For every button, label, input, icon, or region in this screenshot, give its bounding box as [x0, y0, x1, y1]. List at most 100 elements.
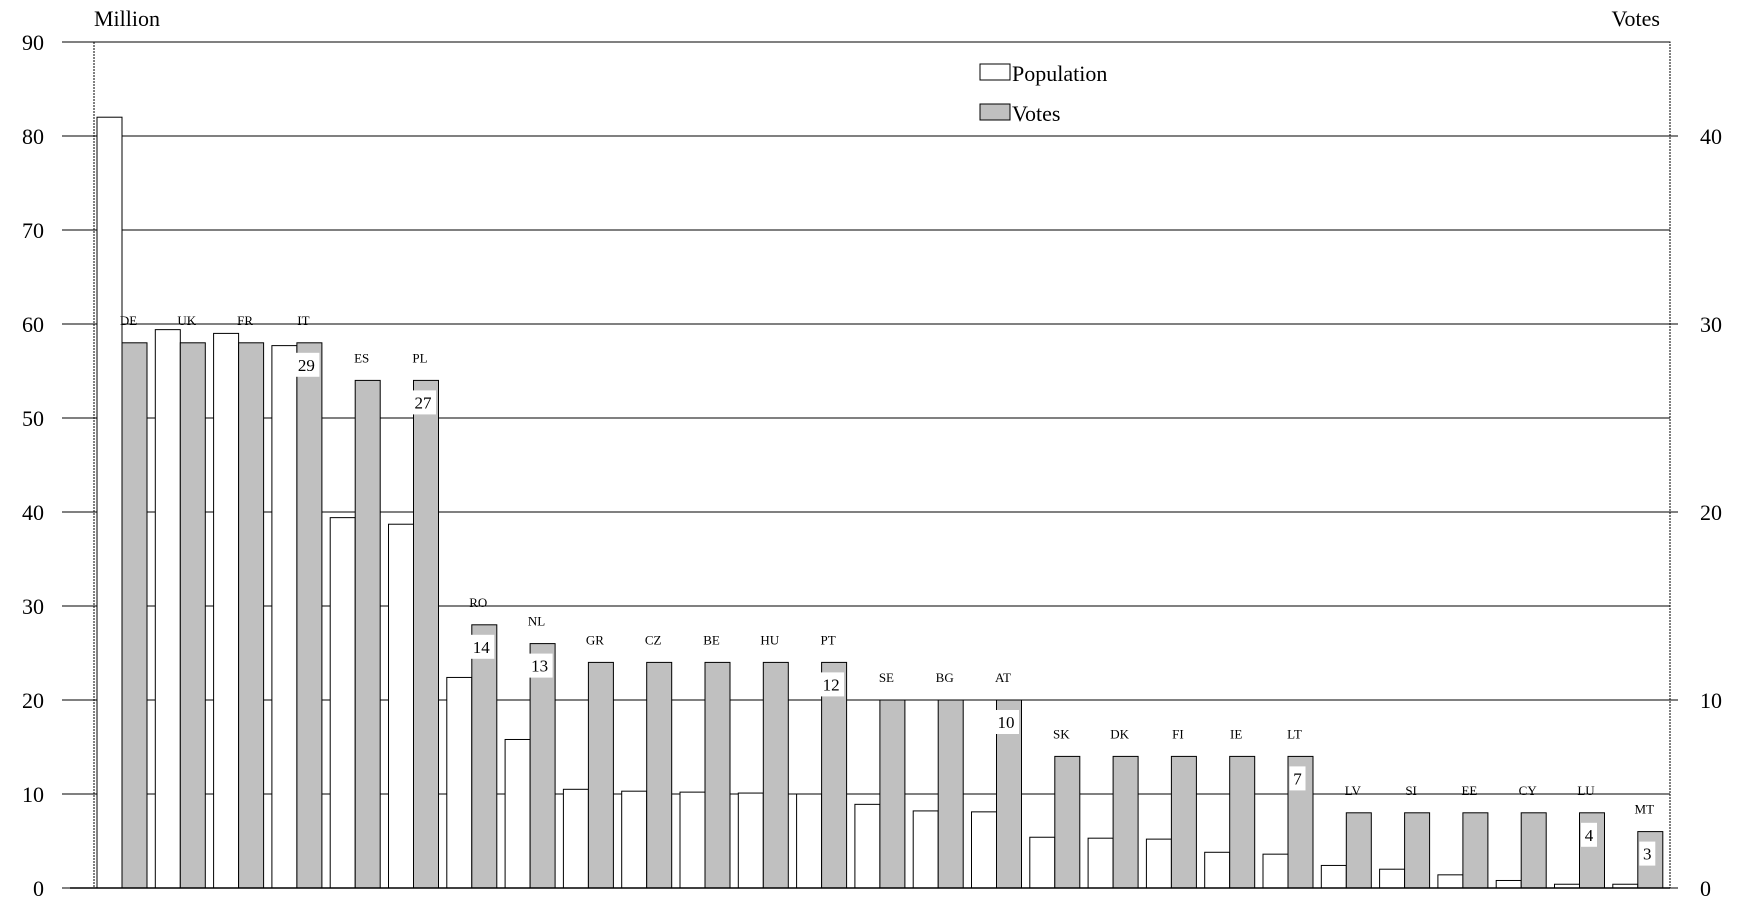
category-label-be: BE: [703, 632, 720, 647]
category-label-cy: CY: [1519, 783, 1538, 798]
left-tick-label: 60: [22, 312, 44, 337]
category-label-nl: NL: [528, 614, 545, 629]
left-axis-title: Million: [94, 6, 160, 31]
category-label-ee: EE: [1461, 783, 1477, 798]
population-bar-si: [1379, 868, 1406, 889]
population-bar-hu: [737, 792, 764, 889]
population-bar-lv: [1320, 864, 1347, 889]
value-label-bg-it: [293, 352, 320, 377]
category-label-lt: LT: [1287, 726, 1302, 741]
value-label-ro: 14: [473, 638, 491, 657]
category-label-hu: HU: [760, 632, 779, 647]
plot-frame: [70, 41, 1671, 889]
population-bar-bg: [912, 810, 939, 889]
legend-label-votes: Votes: [1012, 101, 1061, 126]
left-tick-label: 10: [22, 782, 44, 807]
category-label-pt: PT: [821, 632, 836, 647]
population-bar-cy: [1495, 879, 1522, 889]
category-label-cz: CZ: [645, 632, 662, 647]
value-label-bg-mt: [1639, 841, 1656, 866]
category-label-se: SE: [879, 670, 894, 685]
votes-bar-se: [879, 699, 906, 889]
value-label-mt: 3: [1643, 845, 1652, 864]
votes-bar-bg: [937, 699, 964, 889]
population-bar-ee: [1437, 874, 1464, 889]
votes-bar-hu: [762, 661, 789, 889]
value-label-bg-lt: [1289, 766, 1306, 791]
right-tick-label: 30: [1700, 312, 1722, 337]
left-tick-label: 70: [22, 218, 44, 243]
votes-bar-fr: [238, 342, 265, 889]
right-tick-label: 0: [1700, 876, 1711, 901]
value-label-at: 10: [998, 713, 1015, 732]
legend-swatch-votes: [979, 103, 1011, 121]
category-label-fi: FI: [1172, 726, 1184, 741]
category-label-at: AT: [995, 670, 1011, 685]
category-label-dk: DK: [1110, 726, 1129, 741]
votes-bar-pl: [413, 379, 439, 889]
population-bar-uk: [154, 329, 181, 889]
legend-label-population: Population: [1012, 61, 1107, 86]
left-tick-label: 20: [22, 688, 44, 713]
value-label-bg-pt: [818, 672, 845, 697]
votes-bar-be: [704, 661, 731, 889]
category-label-de: DE: [120, 313, 137, 328]
value-labels: 29 27 14 13 12 10 7 4 3: [293, 352, 1656, 866]
right-tick-label: 20: [1700, 500, 1722, 525]
category-label-uk: UK: [177, 313, 196, 328]
population-bar-ro: [446, 676, 473, 889]
population-bar-cz: [621, 790, 648, 889]
category-label-mt: MT: [1635, 802, 1655, 817]
votes-bar-cy: [1520, 812, 1547, 889]
votes-bar-dk: [1112, 755, 1139, 889]
population-bar-nl: [504, 738, 531, 889]
value-label-bg-nl: [526, 653, 553, 678]
left-tick-label: 90: [22, 30, 44, 55]
value-label-pt: 12: [823, 675, 840, 694]
category-label-ro: RO: [469, 595, 487, 610]
population-bar-pt: [796, 793, 823, 889]
votes-bar-de: [121, 342, 148, 889]
population-bar-fi: [1145, 838, 1172, 889]
value-label-bg-ro: [468, 634, 495, 659]
votes-bar-gr: [587, 661, 614, 889]
population-bar-it: [271, 345, 298, 889]
population-bar-se: [854, 803, 881, 889]
votes-bar-lv: [1345, 812, 1372, 889]
left-tick-label: 30: [22, 594, 44, 619]
population-bar-sk: [1029, 836, 1056, 889]
population-bar-ie: [1204, 851, 1231, 889]
right-tick-label: 40: [1700, 124, 1722, 149]
value-label-bg-lu: [1581, 822, 1597, 847]
population-bar-gr: [562, 788, 589, 889]
category-label-sk: SK: [1053, 726, 1070, 741]
value-label-nl: 13: [531, 657, 548, 676]
votes-bar-ro: [471, 624, 498, 889]
value-label-it: 29: [298, 356, 315, 375]
category-label-si: SI: [1405, 783, 1417, 798]
category-label-lu: LU: [1577, 783, 1595, 798]
votes-bar-pt: [821, 661, 848, 889]
votes-bar-sk: [1054, 755, 1081, 889]
votes-bar-es: [354, 379, 381, 889]
population-bar-dk: [1087, 837, 1114, 889]
value-label-bg-pl: [410, 390, 436, 415]
axis-ticks: 0 10 20 30 40 50 60 70 80 90 0 10 20 30 40: [22, 30, 1722, 901]
category-label-es: ES: [354, 350, 369, 365]
value-label-pl: 27: [415, 393, 433, 412]
category-label-lv: LV: [1345, 783, 1362, 798]
votes-bar-it: [296, 342, 323, 889]
votes-bar-ee: [1462, 812, 1489, 889]
population-bar-fr: [213, 332, 240, 889]
category-label-it: IT: [297, 313, 309, 328]
votes-bar-cz: [646, 661, 673, 889]
left-tick-label: 0: [33, 876, 44, 901]
votes-bar-si: [1404, 812, 1431, 889]
votes-bar-uk: [179, 342, 206, 889]
category-label-ie: IE: [1230, 726, 1242, 741]
left-tick-label: 40: [22, 500, 44, 525]
value-label-bg-at: [993, 710, 1019, 734]
population-bar-at: [971, 811, 997, 889]
value-label-lu: 4: [1585, 826, 1594, 845]
